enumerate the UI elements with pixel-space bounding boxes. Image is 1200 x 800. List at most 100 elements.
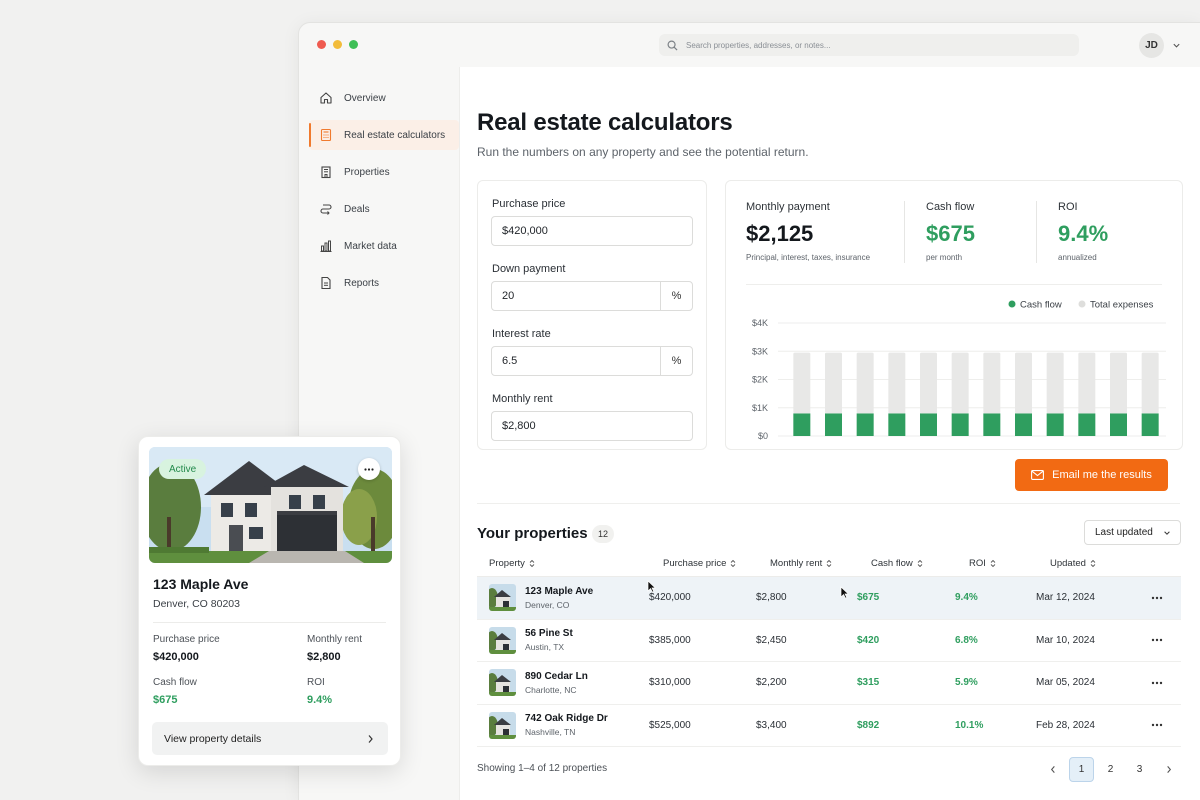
bar-total-expenses — [920, 352, 937, 414]
maximize-window-button[interactable] — [349, 40, 358, 49]
avatar[interactable]: JD — [1139, 33, 1164, 58]
next-page-button[interactable] — [1156, 757, 1181, 782]
bar-total-expenses — [951, 352, 969, 414]
monthly-rent-cell: $2,450 — [756, 634, 787, 646]
roi-cell: 5.9% — [955, 677, 978, 689]
down-payment-field[interactable]: % — [491, 281, 693, 311]
minimize-window-button[interactable] — [333, 40, 342, 49]
properties-title: Your properties — [477, 525, 588, 542]
percent-suffix: % — [660, 347, 692, 375]
column-header-purchase-price[interactable]: Purchase price — [663, 558, 736, 569]
monthly-rent-label: Monthly rent — [492, 393, 553, 405]
kpi-label: Monthly payment — [746, 201, 830, 213]
page-1-button[interactable]: 1 — [1069, 757, 1094, 782]
sort-icon — [917, 559, 923, 568]
mouse-cursor-icon — [840, 586, 849, 599]
sidebar-item-reports[interactable]: Reports — [309, 268, 459, 298]
close-window-button[interactable] — [317, 40, 326, 49]
cash-flow-cell: $420 — [857, 634, 880, 646]
sidebar-item-deals[interactable]: Deals — [309, 194, 459, 224]
stat-value: 9.4% — [307, 694, 333, 706]
sort-select[interactable]: Last updated — [1084, 520, 1181, 545]
divider — [153, 622, 386, 623]
view-property-details-button[interactable]: View property details — [152, 722, 388, 755]
property-city: Charlotte, NC — [525, 684, 577, 695]
monthly-rent-cell: $2,800 — [756, 592, 787, 604]
divider — [904, 201, 905, 263]
table-row[interactable]: 123 Maple Ave Denver, CO $420,000 $2,800 $67… — [477, 577, 1181, 620]
roi-kpi: ROI 9.4% annualized — [1058, 201, 1108, 262]
bar-cash-flow — [1078, 413, 1096, 436]
purchase-price-field[interactable] — [491, 216, 693, 246]
bar-total-expenses — [1078, 352, 1096, 414]
column-header-cash-flow[interactable]: Cash flow — [871, 558, 923, 569]
sidebar-item-properties[interactable]: Properties — [309, 157, 459, 187]
divider — [1036, 201, 1037, 263]
table-row[interactable]: 890 Cedar Ln Charlotte, NC $310,000 $2,200 $… — [477, 662, 1181, 705]
sidebar-item-overview[interactable]: Overview — [309, 83, 459, 113]
bar-cash-flow — [951, 413, 969, 436]
sidebar-item-market-data[interactable]: Market data — [309, 231, 459, 261]
interest-rate-input[interactable] — [492, 355, 660, 367]
calculator-icon — [320, 128, 332, 142]
monthly-rent-field[interactable] — [491, 411, 693, 441]
card-more-button[interactable] — [358, 458, 380, 480]
purchase-price-input[interactable] — [492, 225, 692, 237]
column-label: ROI — [969, 558, 986, 569]
column-label: Monthly rent — [770, 558, 823, 569]
cash-flow-cell: $675 — [857, 592, 880, 604]
more-horizontal-icon — [1151, 639, 1163, 642]
column-header-roi[interactable]: ROI — [969, 558, 996, 569]
bar-cash-flow — [1141, 413, 1159, 436]
roi-cell: 6.8% — [955, 634, 978, 646]
card-stat-cash-flow: Cash flow $675 — [153, 677, 197, 706]
bar-total-expenses — [825, 352, 842, 414]
chevron-left-icon — [1050, 765, 1055, 774]
bar-total-expenses — [1110, 352, 1127, 414]
down-payment-label: Down payment — [492, 263, 566, 275]
bar-total-expenses — [1046, 352, 1064, 414]
down-payment-input[interactable] — [492, 290, 660, 302]
sort-select-value: Last updated — [1095, 527, 1153, 538]
stat-label: ROI — [307, 677, 325, 688]
kpi-note: per month — [926, 253, 963, 262]
search-input[interactable]: Search properties, addresses, or notes..… — [659, 34, 1079, 56]
column-header-monthly-rent[interactable]: Monthly rent — [770, 558, 832, 569]
interest-rate-field[interactable]: % — [491, 346, 693, 376]
report-icon — [321, 276, 331, 290]
column-header-updated[interactable]: Updated — [1050, 558, 1096, 569]
property-city: Denver, CO — [525, 599, 570, 610]
column-header-property[interactable]: Property — [489, 558, 535, 569]
previous-page-button[interactable] — [1040, 757, 1065, 782]
card-address: Denver, CO 80203 — [153, 598, 240, 610]
mouse-cursor-icon — [647, 580, 656, 593]
bar-cash-flow — [983, 413, 1001, 436]
search-icon — [667, 40, 678, 51]
properties-table: Property Purchase price Monthly rent Cas… — [477, 551, 1181, 747]
updated-cell: Feb 28, 2024 — [1036, 719, 1095, 731]
card-title: 123 Maple Ave — [153, 576, 249, 592]
property-thumbnail — [489, 711, 516, 739]
property-cell: 56 Pine St Austin, TX — [489, 620, 573, 662]
bar-cash-flow — [1015, 413, 1032, 436]
sidebar-item-real-estate-calculators[interactable]: Real estate calculators — [309, 120, 459, 150]
monthly-rent-input[interactable] — [492, 420, 692, 432]
more-horizontal-icon — [1151, 724, 1163, 727]
app-window: Search properties, addresses, or notes..… — [298, 22, 1200, 800]
row-more-button[interactable] — [1151, 577, 1163, 619]
row-more-button[interactable] — [1151, 620, 1163, 662]
page-3-button[interactable]: 3 — [1136, 764, 1143, 775]
cash-flow-cell: $315 — [857, 677, 880, 689]
calculator-form: Purchase price Down payment % Interest r… — [477, 180, 707, 450]
roi-cell: 9.4% — [955, 592, 978, 604]
email-results-button[interactable]: Email me the results — [1015, 459, 1168, 491]
row-more-button[interactable] — [1151, 662, 1163, 704]
chevron-down-icon[interactable] — [1172, 41, 1181, 50]
property-city: Nashville, TN — [525, 727, 576, 738]
table-row[interactable]: 742 Oak Ridge Dr Nashville, TN $525,000 $3,… — [477, 705, 1181, 747]
row-more-button[interactable] — [1151, 705, 1163, 747]
monthly-rent-cell: $2,200 — [756, 677, 787, 689]
table-row[interactable]: 56 Pine St Austin, TX $385,000 $2,450 $420 6.… — [477, 620, 1181, 662]
bar-total-expenses — [793, 352, 811, 414]
page-2-button[interactable]: 2 — [1107, 764, 1114, 775]
